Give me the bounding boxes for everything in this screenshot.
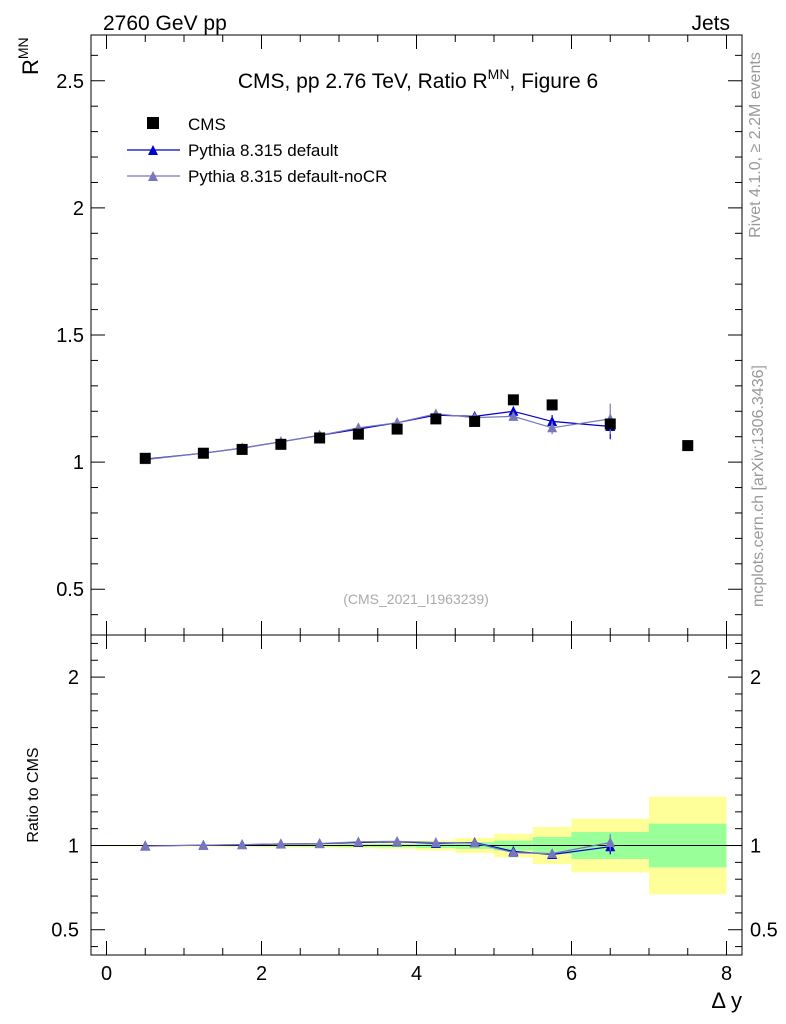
legend-nocr-marker: [148, 171, 158, 181]
legend-entry-pythia-nocr: Pythia 8.315 default-noCR: [127, 167, 387, 186]
ratio-ytick-label-right: 0.5: [750, 920, 778, 942]
ratio-xtick-label: 0: [101, 963, 112, 985]
legend-nocr-label: Pythia 8.315 default-noCR: [188, 167, 387, 186]
main-panel: 0.511.522.5 CMS, pp 2.76 TeV, Ratio RMN,…: [15, 34, 743, 636]
main-cms-point: [546, 399, 558, 411]
main-pythia-nocr-point: [508, 410, 519, 421]
ratio-xtick-label: 4: [411, 963, 422, 985]
ratio-pythia-nocr-point: [605, 836, 616, 847]
ratio-pythia-nocr-point: [547, 848, 558, 859]
main-cms-point: [314, 432, 326, 444]
main-cms-point: [430, 413, 442, 425]
legend: CMS Pythia 8.315 default Pythia 8.315 de…: [127, 115, 387, 186]
main-cms-point: [391, 423, 403, 435]
ratio-pythia-nocr-point: [314, 838, 325, 849]
ratio-y-ticks: 0.5 0.5 1 1 2 2: [51, 642, 778, 948]
ratio-pythia-nocr-point: [275, 838, 286, 849]
main-pythia-nocr-line: [145, 413, 611, 461]
ylabel-sup: MN: [15, 37, 31, 59]
ratio-frame: [90, 634, 743, 956]
ratio-data: [140, 834, 616, 859]
ratio-pythia-nocr-point: [353, 836, 364, 847]
ratio-x-ticks: 0 2 4 6 8: [101, 635, 732, 985]
header-right: Jets: [691, 12, 730, 35]
main-ylabel: RMN: [15, 37, 43, 75]
legend-entry-cms: CMS: [147, 115, 226, 134]
legend-default-label: Pythia 8.315 default: [188, 141, 339, 160]
ratio-pythia-nocr-point: [237, 839, 248, 850]
mcplots-label: mcplots.cern.ch [arXiv:1306.3436]: [750, 365, 767, 607]
main-ytick-label: 2.5: [56, 71, 84, 93]
rivet-label: Rivet 4.1.0, ≥ 2.2M events: [747, 52, 764, 238]
ratio-pythia-nocr-point: [508, 847, 519, 858]
main-cms-point: [682, 440, 694, 452]
ratio-pythia-nocr-point: [198, 839, 209, 850]
ylabel-text: R: [18, 59, 43, 75]
main-cms-point: [275, 438, 287, 450]
legend-cms-label: CMS: [188, 115, 226, 134]
ratio-ytick-label-left: 1: [68, 836, 79, 858]
main-x-ticks: [106, 35, 727, 635]
legend-default-marker: [148, 145, 158, 155]
main-pythia-nocr-point: [547, 422, 558, 433]
ratio-pythia-nocr-line: [145, 840, 611, 855]
main-title: CMS, pp 2.76 TeV, Ratio RMN, Figure 6: [238, 66, 598, 93]
main-cms-point: [236, 443, 248, 455]
main-pythia-default-point: [508, 405, 519, 416]
title-sup: MN: [488, 66, 510, 82]
title-text: CMS, pp 2.76 TeV, Ratio R: [238, 70, 488, 93]
ratio-pythia-nocr-point: [392, 835, 403, 846]
title-suffix: , Figure 6: [509, 70, 598, 93]
ratio-ytick-label-left: 2: [68, 667, 79, 689]
ratio-ylabel: Ratio to CMS: [25, 747, 42, 842]
main-ytick-label: 1: [73, 452, 84, 474]
ratio-ytick-label-left: 0.5: [51, 920, 79, 942]
main-ytick-label: 0.5: [56, 579, 84, 601]
x-axis-label: Δ y: [711, 988, 742, 1013]
main-ytick-label: 2: [73, 198, 84, 220]
main-cms-point: [469, 415, 481, 427]
ratio-pythia-nocr-point: [430, 836, 441, 847]
legend-entry-pythia-default: Pythia 8.315 default: [127, 141, 339, 160]
ratio-xtick-label: 2: [256, 963, 267, 985]
main-cms-point: [352, 428, 364, 440]
main-ytick-label: 1.5: [56, 325, 84, 347]
main-cms-point: [604, 418, 616, 430]
header-left: 2760 GeV pp: [103, 12, 227, 35]
ratio-pythia-nocr-point: [469, 837, 480, 848]
main-cms-point: [507, 394, 519, 406]
watermark: (CMS_2021_I1963239): [343, 591, 489, 607]
main-cms-point: [197, 447, 209, 459]
legend-cms-marker: [147, 117, 159, 129]
ratio-pythia-nocr-point: [140, 840, 151, 851]
ratio-xtick-label: 6: [566, 963, 577, 985]
ratio-panel: 0.5 0.5 1 1 2 2 0 2 4 6 8 Ratio to CMS Δ y: [25, 634, 778, 1013]
ratio-ytick-label-right: 1: [750, 836, 761, 858]
main-data: [139, 394, 694, 465]
ratio-ytick-label-right: 2: [750, 667, 761, 689]
main-y-ticks: 0.5 1 1.5 2 2.5: [56, 54, 742, 616]
ratio-xtick-label: 8: [721, 963, 732, 985]
main-cms-point: [139, 452, 151, 464]
main-pythia-default-point: [547, 415, 558, 426]
